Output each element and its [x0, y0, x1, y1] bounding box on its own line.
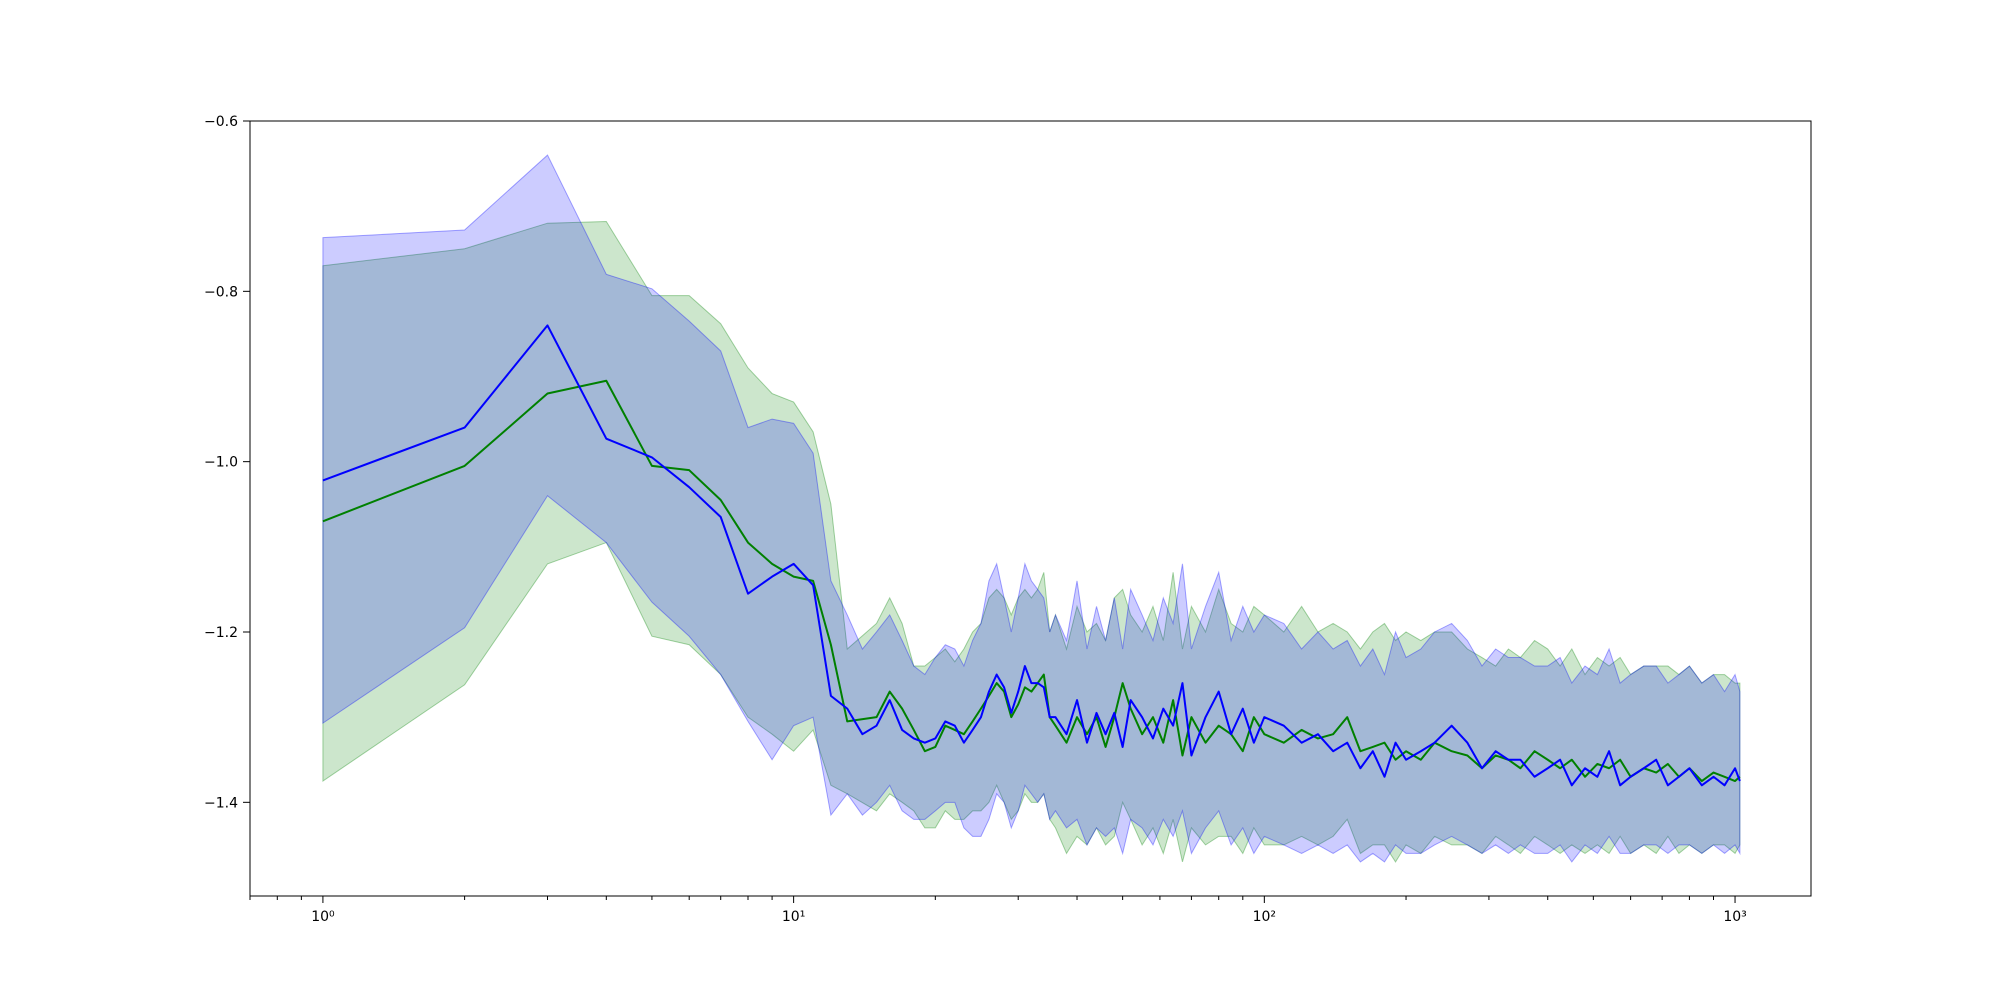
- x-tick-label: 10³: [1723, 909, 1746, 925]
- x-axis: 10⁰ 10¹ 10² 10³: [249, 896, 1747, 925]
- series-2-line: [322, 324, 1741, 787]
- y-tick-label: −1.0: [204, 455, 238, 471]
- series-2-band: [322, 154, 1741, 863]
- series-lines: [322, 324, 1741, 787]
- y-tick-label: −0.8: [204, 284, 238, 300]
- confidence-bands: [322, 154, 1741, 863]
- x-tick-label: 10²: [1253, 909, 1276, 925]
- x-tick-label: 10¹: [782, 909, 805, 925]
- y-tick-label: −1.2: [204, 625, 238, 641]
- plot-area-frame: [249, 120, 1812, 897]
- y-tick-label: −1.4: [204, 795, 238, 811]
- y-tick-label: −0.6: [204, 114, 238, 130]
- y-axis: −0.6 −0.8 −1.0 −1.2 −1.4: [204, 114, 250, 811]
- series-1-line: [322, 379, 1741, 783]
- x-tick-label: 10⁰: [311, 909, 335, 925]
- series-1-band: [322, 220, 1741, 863]
